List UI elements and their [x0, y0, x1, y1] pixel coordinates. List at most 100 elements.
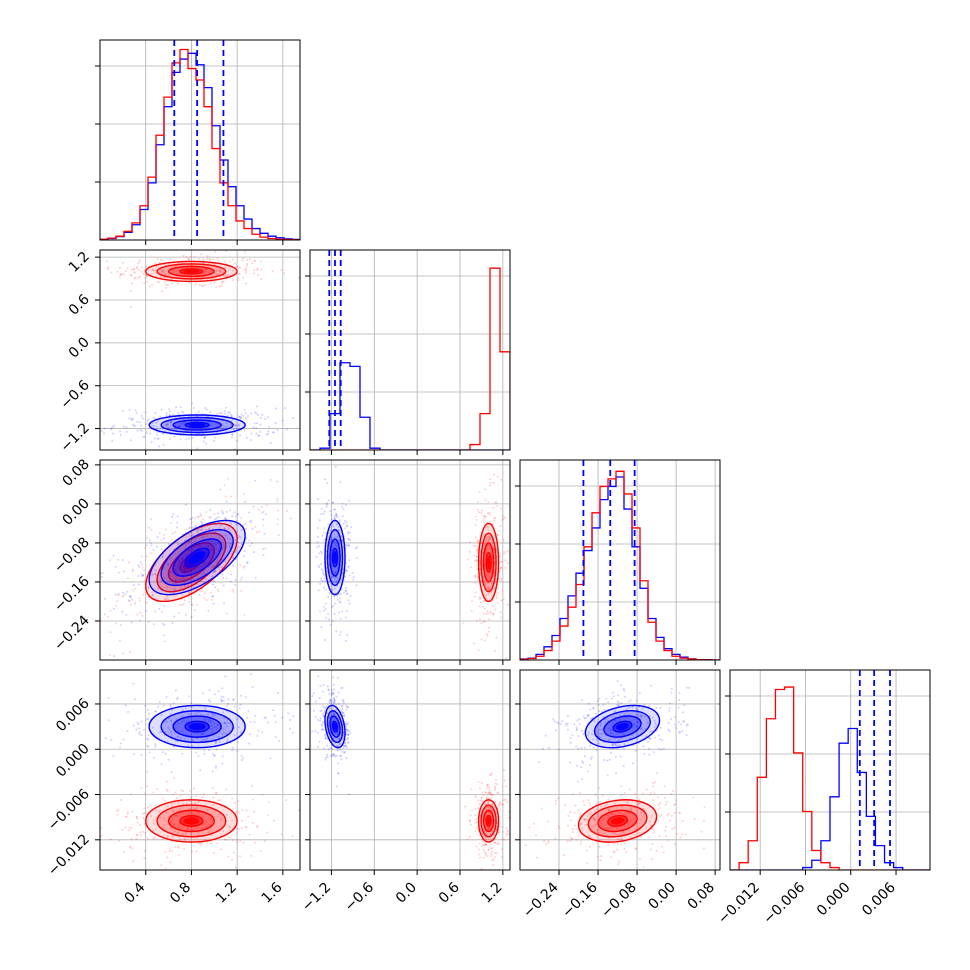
scatter-point: [482, 518, 485, 521]
scatter-point: [162, 553, 165, 556]
scatter-point: [542, 747, 545, 750]
scatter-point: [119, 273, 122, 276]
scatter-point: [143, 857, 146, 860]
scatter-point: [558, 827, 561, 830]
scatter-point: [345, 728, 348, 731]
scatter-point: [474, 536, 477, 539]
scatter-point: [89, 612, 91, 614]
scatter-point: [197, 257, 200, 260]
scatter-point: [486, 586, 489, 589]
scatter-point: [474, 581, 477, 584]
scatter-point: [332, 693, 335, 696]
scatter-point: [345, 639, 348, 642]
scatter-point: [250, 438, 253, 441]
scatter-point: [614, 808, 617, 811]
scatter-point: [212, 602, 215, 605]
scatter-point: [685, 686, 688, 689]
scatter-point: [485, 538, 488, 541]
scatter-point: [129, 595, 132, 598]
scatter-point: [121, 262, 124, 265]
scatter-point: [475, 619, 478, 622]
scatter-point: [203, 707, 206, 710]
scatter-point: [157, 445, 160, 448]
scatter-point: [153, 597, 156, 600]
scatter-point: [651, 814, 654, 817]
scatter-point: [682, 721, 685, 724]
scatter-point: [247, 815, 250, 818]
scatter-point: [138, 268, 141, 271]
scatter-point: [483, 620, 486, 623]
scatter-point: [582, 732, 585, 735]
scatter-point: [655, 724, 658, 727]
scatter-point: [219, 488, 222, 491]
scatter-point: [223, 260, 226, 263]
scatter-point: [205, 718, 208, 721]
scatter-point: [260, 268, 263, 271]
scatter-point: [250, 673, 253, 676]
scatter-point: [498, 802, 501, 805]
scatter-point: [486, 512, 489, 515]
scatter-point: [246, 561, 249, 564]
scatter-point: [321, 534, 324, 537]
scatter-point: [349, 594, 352, 597]
scatter-point: [189, 797, 192, 800]
y-tick-label: 0.6: [66, 291, 93, 318]
scatter-point: [481, 509, 484, 512]
scatter-point: [485, 852, 488, 855]
scatter-point: [348, 793, 351, 796]
scatter-point: [580, 840, 583, 843]
scatter-point: [154, 610, 157, 613]
scatter-point: [257, 434, 260, 437]
scatter-point: [487, 827, 490, 830]
scatter-point: [203, 271, 206, 274]
scatter-point: [140, 734, 143, 737]
scatter-point: [330, 535, 333, 538]
scatter-point: [109, 609, 112, 612]
scatter-point: [219, 799, 222, 802]
scatter-point: [500, 577, 503, 580]
scatter-point: [489, 846, 492, 849]
scatter-point: [492, 517, 495, 520]
scatter-point: [607, 843, 610, 846]
scatter-point: [335, 544, 338, 547]
scatter-point: [620, 837, 623, 840]
scatter-point: [499, 611, 502, 614]
scatter-point: [221, 573, 224, 576]
scatter-point: [196, 588, 199, 591]
scatter-point: [244, 412, 247, 415]
scatter-point: [219, 834, 222, 837]
scatter-point: [223, 721, 226, 724]
scatter-point: [598, 829, 601, 832]
scatter-point: [221, 280, 224, 283]
scatter-point: [329, 538, 332, 541]
scatter-point: [177, 611, 180, 614]
scatter-point: [213, 693, 216, 696]
scatter-point: [239, 417, 242, 420]
scatter-point: [232, 279, 235, 282]
scatter-point: [326, 753, 329, 756]
scatter-point: [123, 570, 126, 573]
scatter-point: [488, 788, 491, 791]
scatter-point: [138, 565, 141, 568]
scatter-point: [332, 697, 335, 700]
scatter-point: [484, 843, 487, 846]
scatter-point: [637, 802, 640, 805]
scatter-point: [204, 284, 207, 287]
scatter-point: [485, 583, 488, 586]
scatter-point: [474, 796, 477, 799]
scatter-point: [205, 739, 208, 742]
scatter-point: [218, 813, 221, 816]
scatter-point: [337, 772, 340, 775]
scatter-point: [233, 734, 236, 737]
scatter-point: [331, 692, 334, 695]
scatter-point: [339, 749, 342, 752]
scatter-point: [488, 535, 491, 538]
scatter-point: [490, 854, 493, 857]
scatter-point: [474, 524, 477, 527]
scatter-point: [630, 807, 633, 810]
scatter-point: [250, 412, 253, 415]
scatter-point: [181, 833, 184, 836]
scatter-point: [330, 548, 333, 551]
scatter-point: [221, 687, 224, 690]
scatter-point: [487, 802, 490, 805]
